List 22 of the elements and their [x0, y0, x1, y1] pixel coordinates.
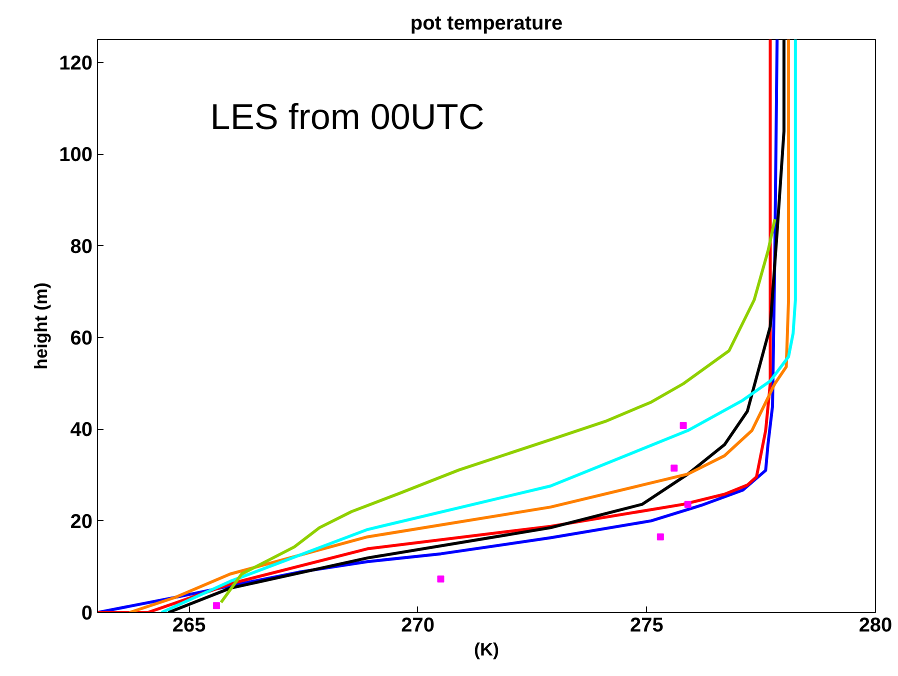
- y-tick-label: 0: [81, 602, 92, 624]
- point: [670, 464, 678, 472]
- point: [684, 500, 692, 508]
- x-tick-label: 265: [172, 614, 206, 636]
- x-axis-title: (K): [474, 640, 500, 660]
- line-series: [220, 218, 776, 604]
- chart-title: pot temperature: [410, 12, 563, 34]
- y-tick-label: 120: [59, 52, 93, 74]
- annotation: LES from 00UTC: [210, 96, 484, 137]
- point: [656, 533, 664, 540]
- y-tick-label: 20: [70, 510, 93, 533]
- y-tick-label: 80: [70, 236, 93, 258]
- point: [437, 576, 444, 583]
- point: [680, 422, 687, 429]
- y-tick-label: 100: [59, 144, 93, 166]
- y-tick-label: 40: [70, 419, 93, 442]
- point: [212, 602, 220, 610]
- y-axis-title: height (m): [31, 282, 52, 370]
- x-tick-label: 280: [858, 614, 892, 636]
- x-tick-label: 275: [630, 614, 664, 636]
- x-tick-label: 270: [401, 614, 435, 636]
- y-tick-label: 60: [70, 327, 93, 350]
